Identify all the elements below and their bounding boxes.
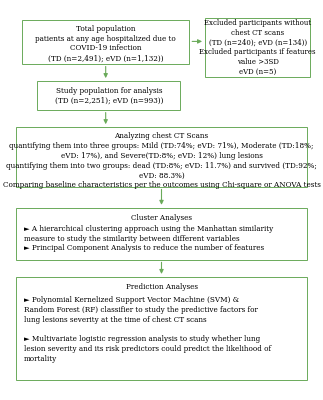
Text: ► Polynomial Kernelized Support Vector Machine (SVM) &
Random Forest (RF) classi: ► Polynomial Kernelized Support Vector M… — [24, 296, 271, 363]
FancyBboxPatch shape — [16, 208, 307, 260]
FancyBboxPatch shape — [16, 277, 307, 380]
Text: Total population: Total population — [76, 25, 135, 33]
Text: patients at any age hospitalized due to
COVID-19 infection
(TD (n=2,491); eVD (n: patients at any age hospitalized due to … — [35, 35, 176, 62]
Text: Study population for analysis: Study population for analysis — [56, 86, 162, 94]
FancyBboxPatch shape — [16, 127, 307, 186]
FancyBboxPatch shape — [37, 81, 180, 110]
Text: Prediction Analyses: Prediction Analyses — [126, 283, 197, 291]
Text: (TD (n=2,251); eVD (n=993)): (TD (n=2,251); eVD (n=993)) — [55, 96, 163, 104]
Text: Analyzing chest CT Scans: Analyzing chest CT Scans — [114, 132, 209, 140]
FancyBboxPatch shape — [22, 20, 189, 64]
Text: Cluster Analyses: Cluster Analyses — [131, 214, 192, 222]
Text: Excluded participants without
chest CT scans
(TD (n=240); eVD (n=134))
Excluded : Excluded participants without chest CT s… — [199, 19, 316, 76]
Text: quantifying them into three groups: Mild (TD:74%; eVD: 71%), Moderate (TD:18%;
e: quantifying them into three groups: Mild… — [3, 142, 320, 189]
FancyBboxPatch shape — [205, 18, 310, 77]
Text: ► A hierarchical clustering approach using the Manhattan similarity
measure to s: ► A hierarchical clustering approach usi… — [24, 225, 273, 252]
